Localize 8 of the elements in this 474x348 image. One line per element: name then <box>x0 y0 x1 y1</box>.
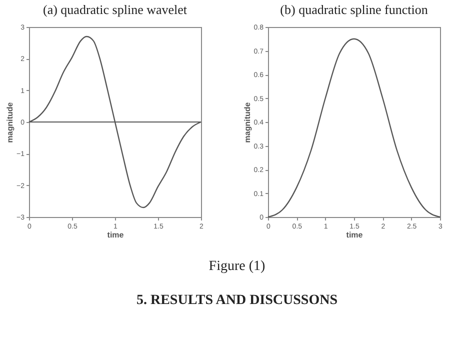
y-axis-title: magnitude <box>6 102 15 143</box>
text: 5. RESULTS AND DISCUSSONS <box>135 293 338 309</box>
text: Figure (1) <box>208 259 266 275</box>
chart-title: (a) quadratic spline wavelet <box>42 2 188 17</box>
x-axis-title: time <box>346 230 364 240</box>
y-axis-title: magnitude <box>242 102 252 143</box>
chart-title: (b) quadratic spline function <box>280 2 428 17</box>
x-axis-title: time <box>107 230 124 240</box>
